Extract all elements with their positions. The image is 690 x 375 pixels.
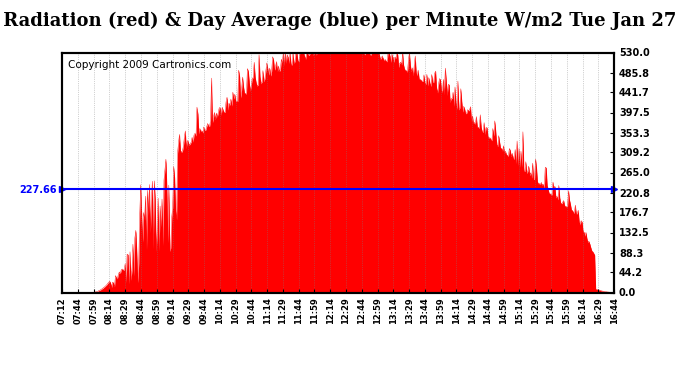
Text: Copyright 2009 Cartronics.com: Copyright 2009 Cartronics.com <box>68 60 231 70</box>
Text: Solar Radiation (red) & Day Average (blue) per Minute W/m2 Tue Jan 27  16:56: Solar Radiation (red) & Day Average (blu… <box>0 11 690 30</box>
